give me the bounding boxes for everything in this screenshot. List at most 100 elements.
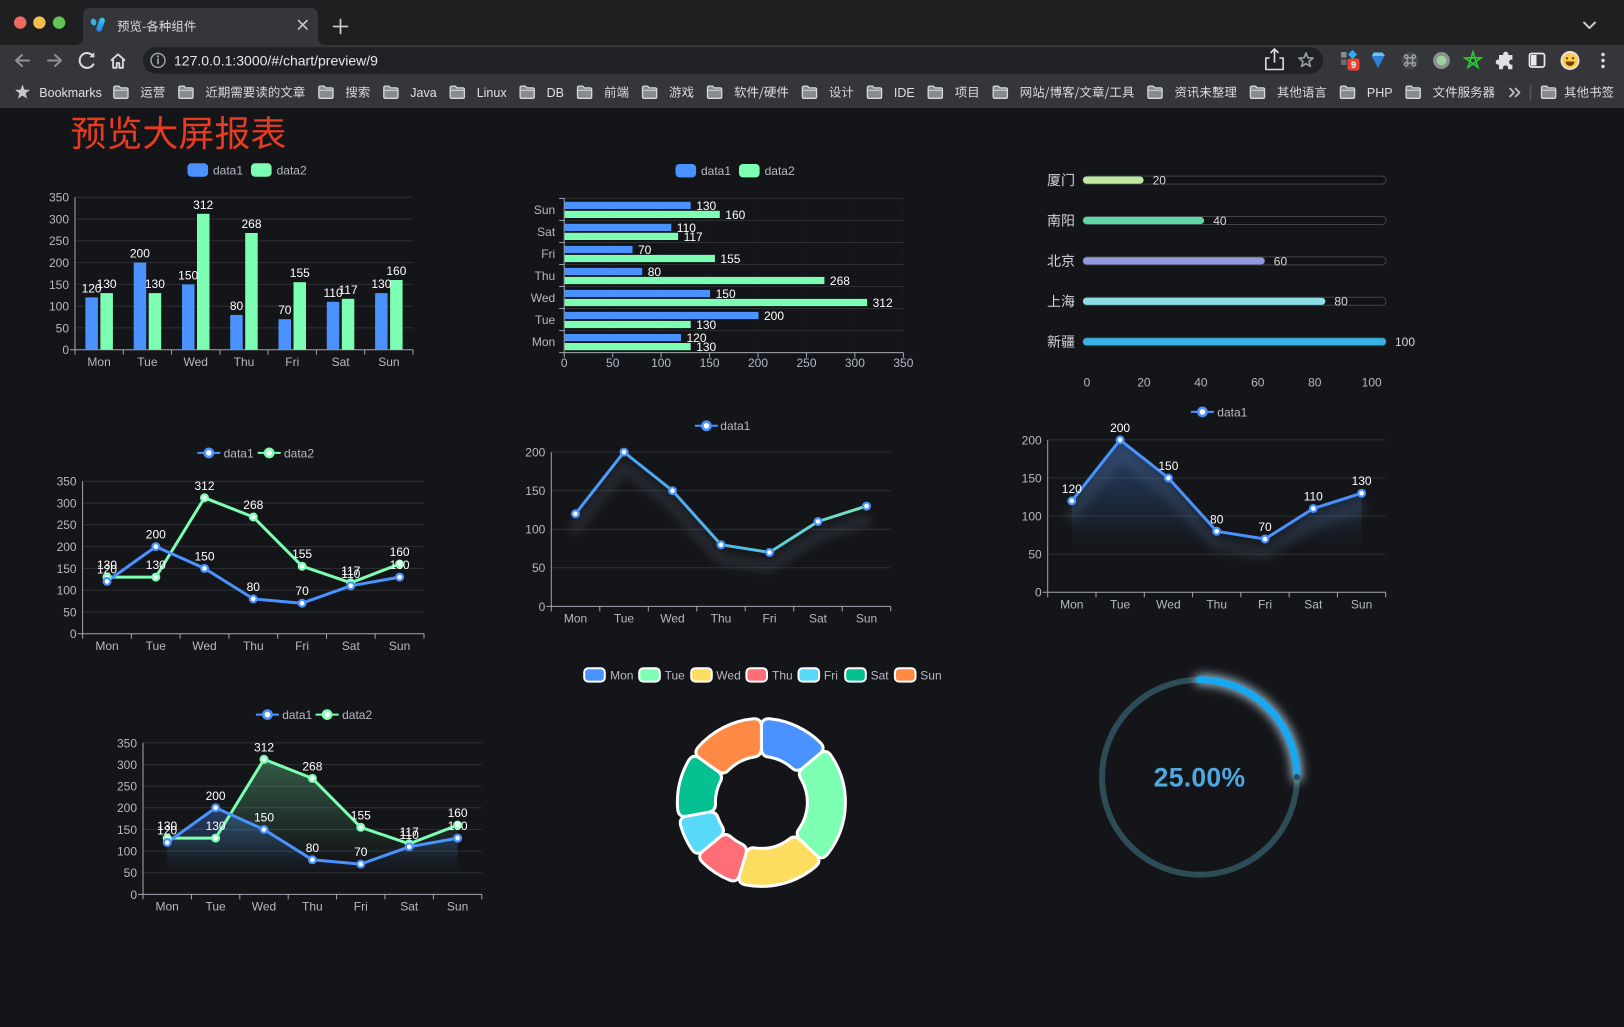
svg-text:130: 130 [448,819,468,833]
svg-text:Thu: Thu [711,612,732,626]
svg-text:data1: data1 [720,419,750,433]
svg-text:160: 160 [386,264,406,278]
svg-text:350: 350 [57,475,77,489]
svg-text:Tue: Tue [137,355,158,369]
svg-text:Java: Java [410,86,436,100]
svg-text:Sun: Sun [378,355,399,369]
svg-text:150: 150 [716,287,736,301]
svg-text:100: 100 [57,584,77,598]
svg-text:data1: data1 [213,164,243,178]
svg-text:PHP: PHP [1367,86,1393,100]
svg-text:110: 110 [677,221,696,235]
svg-text:80: 80 [1308,375,1322,389]
svg-text:130: 130 [696,199,716,213]
svg-text:50: 50 [606,356,620,370]
svg-text:Tue: Tue [146,639,167,653]
svg-text:268: 268 [243,498,263,512]
svg-text:Thu: Thu [535,269,556,283]
svg-text:50: 50 [532,561,546,575]
svg-text:Sat: Sat [537,225,556,239]
svg-text:130: 130 [145,277,165,291]
svg-text:Thu: Thu [234,355,255,369]
svg-text:268: 268 [241,217,261,231]
svg-text:150: 150 [700,356,720,370]
svg-text:Sun: Sun [534,203,555,217]
svg-text:300: 300 [845,356,865,370]
svg-text:Sat: Sat [400,900,419,914]
svg-text:150: 150 [178,268,198,282]
svg-text:70: 70 [638,243,652,257]
svg-text:Thu: Thu [1206,597,1227,611]
svg-text:Sun: Sun [389,639,410,653]
svg-text:250: 250 [117,780,137,794]
svg-text:40: 40 [1194,375,1208,389]
svg-text:100: 100 [1395,335,1415,349]
svg-text:200: 200 [146,528,166,542]
svg-text:Tue: Tue [665,669,686,683]
svg-text:130: 130 [696,318,716,332]
svg-text:200: 200 [1022,433,1042,447]
svg-text:130: 130 [157,819,177,833]
svg-text:120: 120 [97,562,117,576]
svg-text:100: 100 [525,523,545,537]
svg-text:0: 0 [62,343,69,357]
svg-text:300: 300 [49,213,69,227]
svg-text:70: 70 [1258,520,1272,534]
svg-text:data2: data2 [284,446,314,460]
svg-text:150: 150 [57,562,77,576]
svg-text:80: 80 [648,265,662,279]
svg-text:Sat: Sat [871,669,890,683]
svg-text:Tue: Tue [1110,597,1131,611]
svg-text:312: 312 [193,198,213,212]
svg-text:110: 110 [324,286,343,300]
svg-text:data1: data1 [282,708,312,722]
svg-text:50: 50 [63,605,77,619]
svg-text:200: 200 [525,446,545,460]
svg-text:150: 150 [525,484,545,498]
svg-text:130: 130 [1352,474,1372,488]
svg-text:117: 117 [341,564,360,578]
svg-text:Linux: Linux [477,86,508,100]
svg-text:350: 350 [49,191,69,205]
svg-text:80: 80 [1334,295,1348,309]
svg-text:200: 200 [764,309,784,323]
svg-text:268: 268 [830,274,850,288]
svg-text:160: 160 [390,545,410,559]
svg-text:0: 0 [1035,586,1042,600]
svg-text:Sat: Sat [1304,597,1323,611]
svg-text:50: 50 [1028,548,1042,562]
svg-text:Mon: Mon [95,639,118,653]
svg-text:0: 0 [1084,375,1091,389]
svg-text:Mon: Mon [1060,597,1083,611]
svg-text:200: 200 [117,801,137,815]
svg-text:Mon: Mon [564,612,587,626]
svg-text:130: 130 [371,277,391,291]
svg-text:80: 80 [230,299,244,313]
svg-text:50: 50 [56,321,70,335]
svg-text:9: 9 [1351,60,1356,70]
svg-text:IDE: IDE [894,86,915,100]
svg-text:DB: DB [547,86,564,100]
svg-text:130: 130 [206,819,226,833]
svg-text:312: 312 [254,740,274,754]
svg-text:155: 155 [290,266,310,280]
svg-text:Sun: Sun [1351,597,1372,611]
svg-text:Fri: Fri [354,900,368,914]
svg-text:200: 200 [206,789,226,803]
svg-text:350: 350 [117,736,137,750]
svg-text:100: 100 [1022,510,1042,524]
svg-text:117: 117 [684,230,703,244]
svg-text:200: 200 [1110,421,1130,435]
svg-text:117: 117 [400,825,419,839]
svg-text:155: 155 [720,252,740,266]
svg-text:data2: data2 [342,708,372,722]
svg-text:80: 80 [306,841,320,855]
svg-text:data2: data2 [277,164,307,178]
svg-text:155: 155 [292,547,312,561]
svg-text:Sun: Sun [920,669,941,683]
svg-text:250: 250 [49,234,69,248]
svg-text:120: 120 [82,281,102,295]
svg-text:80: 80 [247,580,261,594]
svg-text:Fri: Fri [541,247,555,261]
svg-text:110: 110 [1304,490,1323,504]
